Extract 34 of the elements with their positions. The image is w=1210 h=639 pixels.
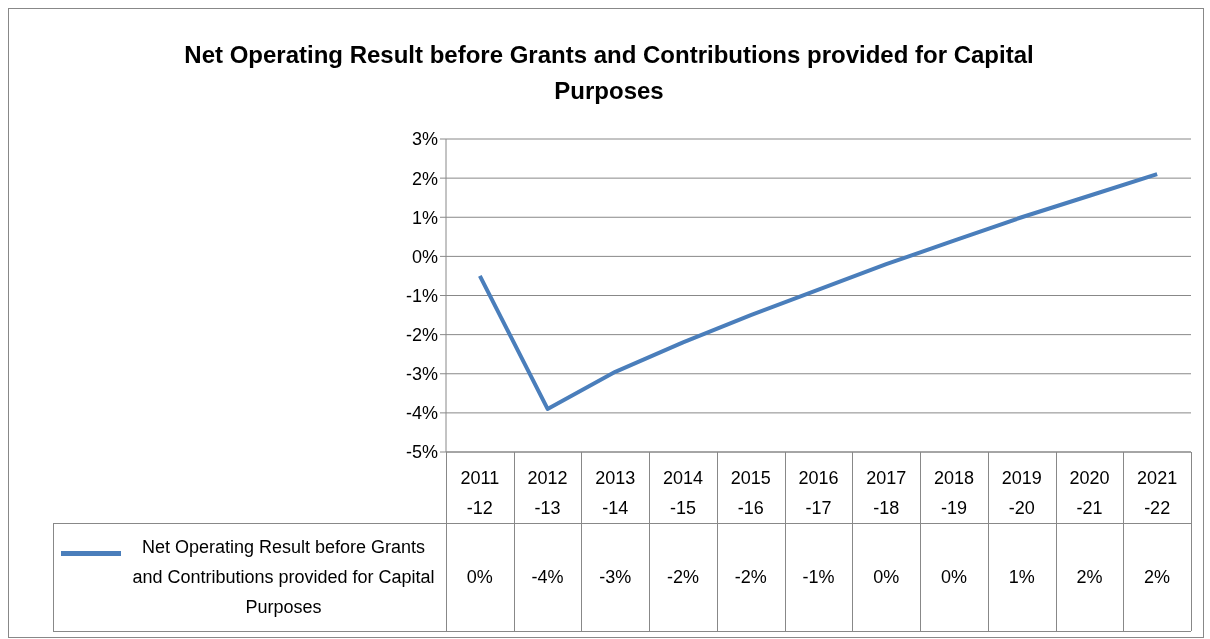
data-label: 2% [1143,565,1172,589]
x-tick-label: 2013-14 [595,468,636,518]
x-tick-label: 2020-21 [1069,468,1110,518]
x-tick-label: 2011-12 [460,468,500,518]
y-tick-label: 1% [411,207,438,228]
x-tick-label: 2012-13 [527,468,568,518]
x-tick-label: 2016-17 [798,468,839,518]
x-tick-label: 2019-20 [1001,468,1042,518]
y-tick-label: -3% [405,364,438,385]
data-label: 0% [872,565,901,589]
x-tick-label: 2014-15 [663,468,704,518]
line-series [477,172,1160,411]
chart-title: Net Operating Result before Grants and Contributions provided for Capital Purposes [183,40,1035,106]
y-tick-label: -2% [405,325,438,346]
legend-label: Net Operating Result before Grants and Contributions provided for Capital Purposes [131,536,436,619]
y-tick-label: -4% [405,403,438,424]
y-tick-label: 0% [411,246,438,267]
data-label: -4% [530,565,565,589]
x-tick-label: 2017-18 [866,468,907,518]
y-tick-label: -1% [405,285,438,306]
data-label: 2% [1075,565,1104,589]
x-tick-label: 2021-22 [1137,468,1178,518]
data-label: -2% [666,565,701,589]
data-label: -2% [733,565,768,589]
data-label: 0% [465,565,494,589]
data-label: -3% [598,565,633,589]
data-label: 1% [1007,565,1036,589]
x-tick-label: 2015-16 [730,468,771,518]
x-tick-label: 2018-19 [933,468,974,518]
data-label: 0% [939,565,968,589]
y-tick-label: -5% [405,442,438,463]
y-tick-label: 2% [411,168,438,189]
data-label: -1% [801,565,836,589]
y-tick-label: 3% [411,129,438,150]
